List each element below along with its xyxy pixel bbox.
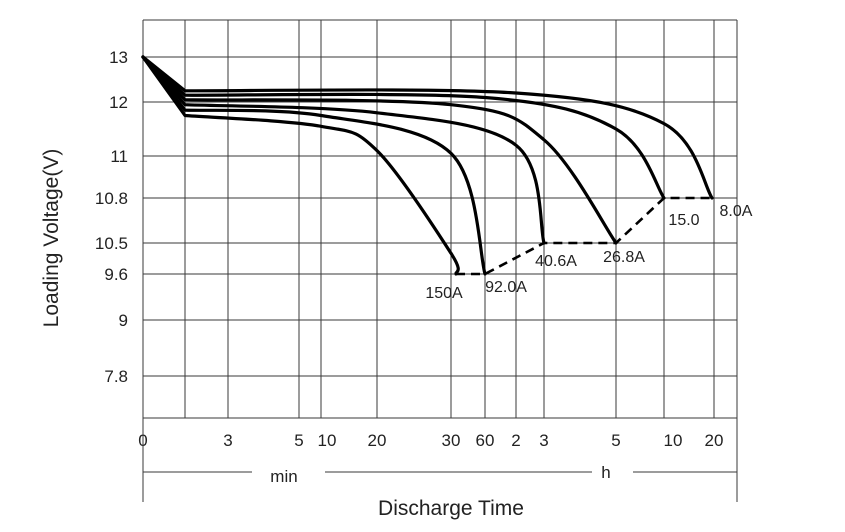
grid — [142, 19, 738, 419]
curve-label: 150A — [425, 285, 463, 302]
y-tick-label: 9.6 — [104, 265, 128, 284]
y-tick-label: 10.8 — [95, 189, 128, 208]
y-axis-title: Loading Voltage(V) — [40, 149, 63, 328]
end-voltage-line — [456, 196, 712, 276]
curve-26.8A — [141, 55, 618, 245]
curve-8.0A — [141, 55, 714, 200]
x-tick-label: 60 — [476, 431, 495, 450]
y-tick-labels: 13 12 11 10.8 10.5 9.6 9 7.8 — [95, 48, 128, 386]
curve-labels: 150A 92.0A 40.6A 26.8A 15.0 8.0A — [425, 203, 752, 302]
y-tick-label: 7.8 — [104, 367, 128, 386]
curve-label: 26.8A — [603, 249, 645, 266]
x-tick-label: 3 — [223, 431, 232, 450]
y-tick-label: 13 — [109, 48, 128, 67]
y-tick-label: 12 — [109, 93, 128, 112]
x-tick-label: 2 — [511, 431, 520, 450]
x-tick-label: 20 — [705, 431, 724, 450]
curve-label: 40.6A — [535, 253, 577, 270]
x-tick-labels: 0 3 5 10 20 30 60 2 3 5 10 20 — [138, 431, 723, 450]
curve-150A — [141, 55, 460, 276]
y-tick-label: 10.5 — [95, 234, 128, 253]
unit-label-min: min — [270, 467, 297, 486]
time-unit-bracket: min h — [142, 418, 738, 502]
discharge-curves — [141, 55, 714, 276]
curve-92.0A — [141, 55, 487, 276]
curve-label: 8.0A — [720, 203, 753, 220]
curve-40.6A — [141, 55, 546, 245]
curve-15.0 — [141, 55, 666, 200]
x-tick-label: 20 — [368, 431, 387, 450]
unit-label-h: h — [601, 463, 610, 482]
x-tick-label: 3 — [539, 431, 548, 450]
y-tick-label: 11 — [110, 147, 128, 166]
x-tick-label: 30 — [442, 431, 461, 450]
curve-label: 15.0 — [668, 212, 699, 229]
x-tick-label: 5 — [294, 431, 303, 450]
x-tick-label: 10 — [664, 431, 683, 450]
y-tick-label: 9 — [119, 311, 128, 330]
x-axis-title: Discharge Time — [378, 497, 524, 520]
x-tick-label: 5 — [611, 431, 620, 450]
x-tick-label: 10 — [318, 431, 337, 450]
curve-label: 92.0A — [485, 279, 527, 296]
